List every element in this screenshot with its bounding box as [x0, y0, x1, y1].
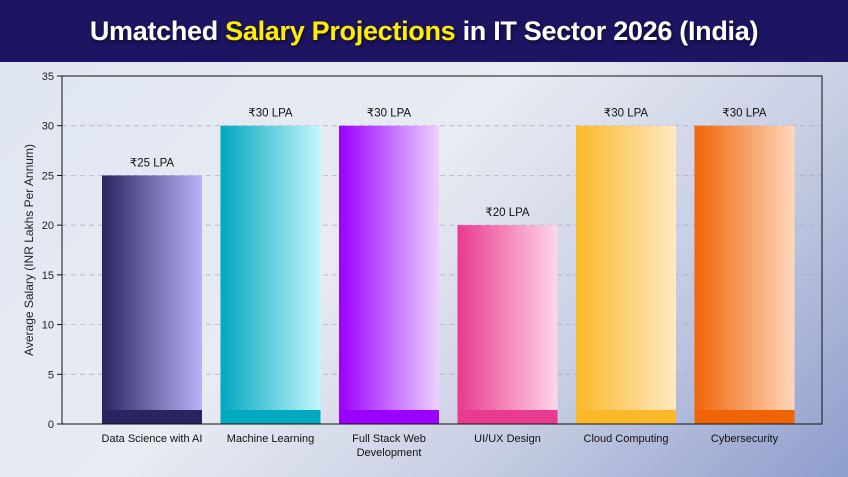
- bar-base: [339, 410, 439, 424]
- x-tick-label: Data Science with AI: [102, 433, 203, 445]
- x-tick-label: Development: [357, 447, 422, 459]
- bar: [457, 225, 558, 424]
- y-tick-label: 10: [42, 320, 54, 332]
- data-label: ₹30 LPA: [367, 108, 412, 120]
- data-label: ₹25 LPA: [130, 157, 175, 169]
- data-label: ₹30 LPA: [248, 108, 293, 120]
- plot-frame: [61, 75, 823, 425]
- chart-title: Umatched Salary Projections in IT Sector…: [89, 15, 759, 47]
- bar-base: [576, 410, 676, 424]
- title-text-end: in IT Sector 2026 (India): [455, 15, 759, 46]
- x-tick-label: Full Stack Web: [352, 433, 426, 445]
- x-tick-label: Machine Learning: [227, 433, 314, 445]
- y-axis-label: Average Salary (INR Lakhs Per Annum): [22, 144, 36, 356]
- bar: [694, 125, 795, 424]
- title-highlight: Salary Projections: [225, 15, 456, 46]
- y-tick-label: 0: [48, 419, 54, 431]
- title-banner: Umatched Salary Projections in IT Sector…: [0, 0, 848, 62]
- x-tick-label: Cybersecurity: [711, 433, 779, 445]
- bar: [220, 125, 321, 424]
- bar: [576, 125, 676, 424]
- data-label: ₹20 LPA: [485, 207, 530, 219]
- bar-base: [694, 410, 795, 424]
- x-tick-label: Cloud Computing: [584, 433, 669, 445]
- y-tick-label: 5: [48, 369, 54, 381]
- bar-base: [457, 410, 558, 424]
- data-label: ₹30 LPA: [722, 108, 767, 120]
- y-tick-label: 35: [42, 71, 54, 83]
- bar-base: [102, 410, 202, 424]
- title-text: Umatched: [89, 15, 226, 46]
- bar: [339, 125, 439, 424]
- y-tick-label: 15: [42, 270, 54, 282]
- data-label: ₹30 LPA: [604, 108, 649, 120]
- x-tick-label: UI/UX Design: [474, 433, 541, 445]
- bar: [102, 175, 202, 424]
- y-tick-label: 30: [42, 121, 54, 133]
- bar-base: [220, 410, 321, 424]
- y-tick-label: 20: [42, 220, 54, 232]
- y-tick-label: 25: [42, 170, 54, 182]
